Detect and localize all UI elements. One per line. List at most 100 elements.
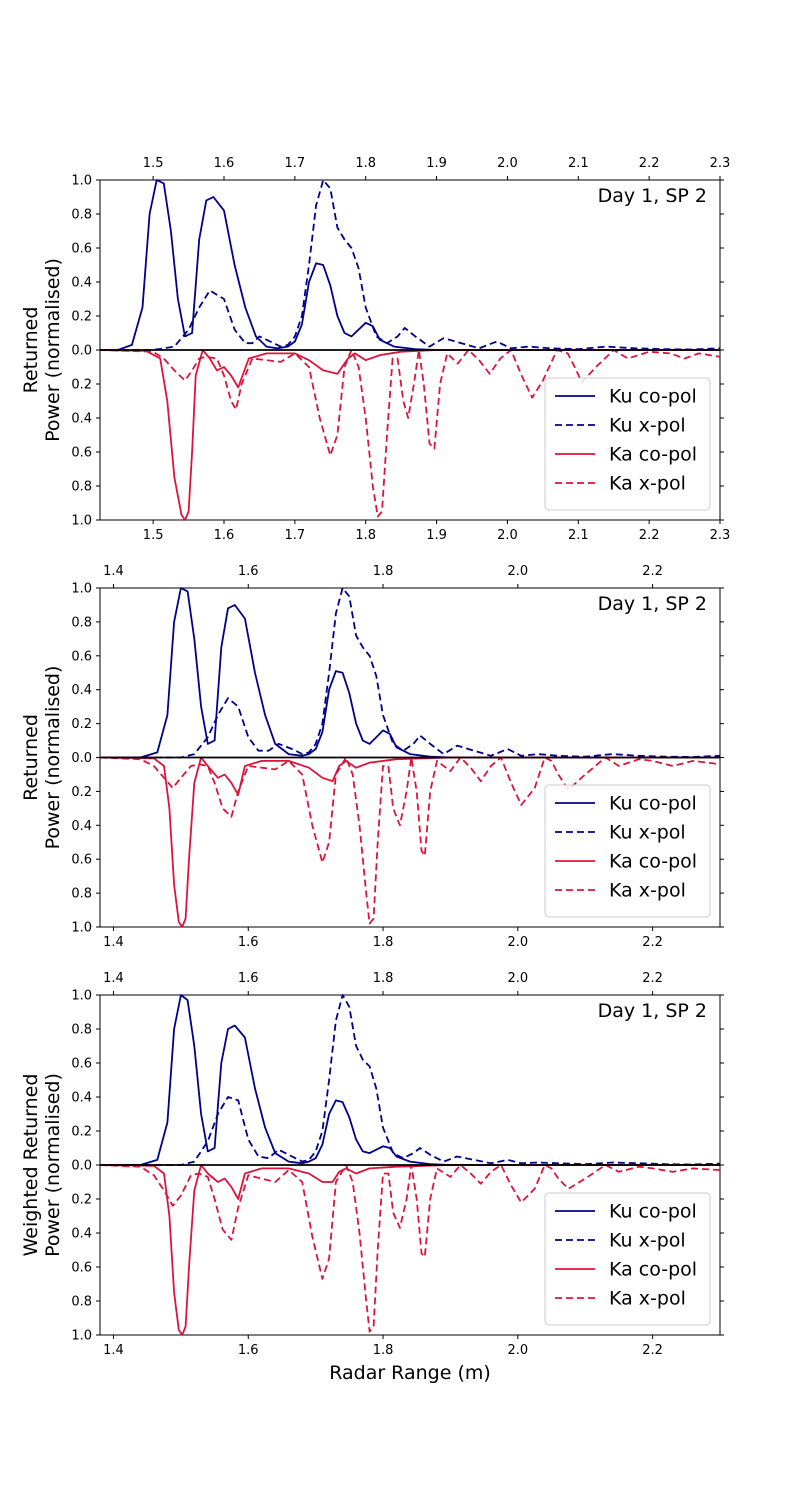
panel-label: Day 1, SP 2 (598, 1000, 707, 1022)
panel-label: Day 1, SP 2 (598, 593, 707, 615)
y-tick-label: 0.6 (71, 1057, 92, 1072)
y-tick-label: 0.6 (71, 446, 92, 461)
x-tick-label-top: 2.1 (568, 156, 589, 171)
x-tick-label-top: 1.8 (373, 564, 394, 579)
x-tick-label-bottom: 1.6 (238, 935, 259, 950)
x-tick-label-bottom: 1.6 (214, 528, 235, 543)
y-tick-label: 0.2 (71, 785, 92, 800)
series-line-ka-co-pol (100, 349, 720, 521)
y-tick-label: 0.4 (71, 1227, 92, 1242)
series-line-ku-x-pol (100, 179, 720, 351)
y-tick-label: 0.8 (71, 615, 92, 630)
x-tick-label-bottom: 1.5 (143, 528, 164, 543)
x-tick-label-top: 2.0 (507, 971, 528, 986)
legend: Ku co-pol Ku x-pol Ka co-pol Ka x-pol (544, 784, 711, 918)
x-tick-label-top: 1.8 (355, 156, 376, 171)
x-tick-label-top: 1.6 (238, 564, 259, 579)
x-tick-label-bottom: 2.0 (507, 1343, 528, 1358)
series-line-ku-co-pol (100, 179, 720, 351)
series-line-ku-co-pol (100, 587, 720, 759)
series-line-ku-co-pol (100, 994, 720, 1166)
legend-label: Ku co-pol (609, 386, 697, 408)
y-tick-label: 0.6 (71, 242, 92, 257)
series-line-ku-x-pol (100, 994, 720, 1166)
x-tick-label-top: 2.2 (642, 564, 663, 579)
x-tick-label-top: 2.2 (642, 971, 663, 986)
legend-label: Ka co-pol (609, 851, 697, 873)
legend-label: Ku x-pol (609, 415, 686, 437)
y-tick-label: 0.8 (71, 480, 92, 495)
legend-label: Ka x-pol (609, 1288, 686, 1310)
chart-panel-3: 1.4 1.4 1.6 1.6 1.8 1.8 2.0 2.0 2.2 2.2 1.0 0.8 0.6 0… (20, 971, 724, 1384)
y-axis-label: Weighted Returned (20, 1074, 42, 1257)
y-tick-label: 0.4 (71, 1091, 92, 1106)
x-tick-label-bottom: 2.2 (642, 935, 663, 950)
y-tick-label: 0.0 (71, 751, 92, 766)
legend-label: Ka co-pol (609, 444, 697, 466)
panel-label: Day 1, SP 2 (598, 185, 707, 207)
legend: Ku co-pol Ku x-pol Ka co-pol Ka x-pol (544, 1192, 711, 1326)
legend-label: Ku co-pol (609, 1201, 697, 1223)
legend-label: Ku x-pol (609, 1230, 686, 1252)
y-tick-label: 0.8 (71, 208, 92, 223)
y-tick-label: 0.4 (71, 412, 92, 427)
series-line-ka-x-pol (100, 756, 720, 925)
y-tick-label: 0.2 (71, 378, 92, 393)
y-axis-label: Power (normalised) (42, 666, 64, 850)
y-axis-label: Power (normalised) (42, 258, 64, 442)
y-tick-label: 0.8 (71, 887, 92, 902)
y-tick-label: 1.0 (71, 514, 92, 529)
x-tick-label-bottom: 2.0 (497, 528, 518, 543)
legend-label: Ku co-pol (609, 793, 697, 815)
y-tick-label: 0.6 (71, 649, 92, 664)
x-axis-label: Radar Range (m) (329, 1362, 491, 1384)
series-line-ka-co-pol (100, 756, 720, 928)
series-group (100, 587, 720, 928)
legend-box (544, 1192, 711, 1326)
series-line-ka-x-pol (100, 349, 720, 518)
x-tick-label-top: 1.4 (103, 971, 124, 986)
y-tick-label: 1.0 (71, 1329, 92, 1344)
y-tick-label: 0.4 (71, 819, 92, 834)
x-tick-label-bottom: 2.2 (642, 1343, 663, 1358)
y-tick-label: 0.0 (71, 344, 92, 359)
legend-label: Ku x-pol (609, 822, 686, 844)
y-tick-label: 1.0 (71, 921, 92, 936)
x-tick-label-bottom: 1.8 (355, 528, 376, 543)
y-tick-label: 1.0 (71, 174, 92, 189)
y-tick-label: 0.0 (71, 1159, 92, 1174)
series-group (100, 994, 720, 1336)
legend-box (544, 784, 711, 918)
chart-panel-1: 1.5 1.5 1.6 1.6 1.7 1.7 1.8 1.8 1.9 1.9 2.0 2.0 2.1 2… (20, 156, 730, 543)
x-tick-label-top: 2.3 (710, 156, 731, 171)
series-line-ka-x-pol (100, 1164, 720, 1333)
y-tick-label: 0.4 (71, 683, 92, 698)
x-tick-label-top: 1.8 (373, 971, 394, 986)
y-tick-label: 1.0 (71, 582, 92, 597)
x-tick-label-bottom: 1.8 (373, 1343, 394, 1358)
x-tick-label-top: 2.0 (497, 156, 518, 171)
x-tick-label-bottom: 1.8 (373, 935, 394, 950)
legend-label: Ka co-pol (609, 1259, 697, 1281)
legend: Ku co-pol Ku x-pol Ka co-pol Ka x-pol (544, 377, 711, 511)
x-tick-label-bottom: 2.3 (710, 528, 731, 543)
y-tick-label: 0.6 (71, 1261, 92, 1276)
y-axis-label: Power (normalised) (42, 1073, 64, 1257)
x-tick-label-top: 1.5 (143, 156, 164, 171)
chart-panel-2: 1.4 1.4 1.6 1.6 1.8 1.8 2.0 2.0 2.2 2.2 1.0 0.8 0.6 0… (20, 564, 724, 950)
y-axis-label: Returned (20, 307, 42, 394)
series-group (100, 179, 720, 521)
x-tick-label-top: 1.9 (426, 156, 447, 171)
x-tick-label-bottom: 2.0 (507, 935, 528, 950)
series-line-ka-co-pol (100, 1164, 720, 1336)
x-tick-label-bottom: 1.6 (238, 1343, 259, 1358)
x-tick-label-bottom: 1.9 (426, 528, 447, 543)
x-tick-label-top: 1.6 (238, 971, 259, 986)
x-tick-label-bottom: 2.2 (639, 528, 660, 543)
x-tick-label-top: 1.6 (214, 156, 235, 171)
x-tick-label-top: 1.7 (285, 156, 306, 171)
x-tick-label-bottom: 1.4 (103, 935, 124, 950)
y-tick-label: 0.2 (71, 1125, 92, 1140)
y-tick-label: 1.0 (71, 989, 92, 1004)
